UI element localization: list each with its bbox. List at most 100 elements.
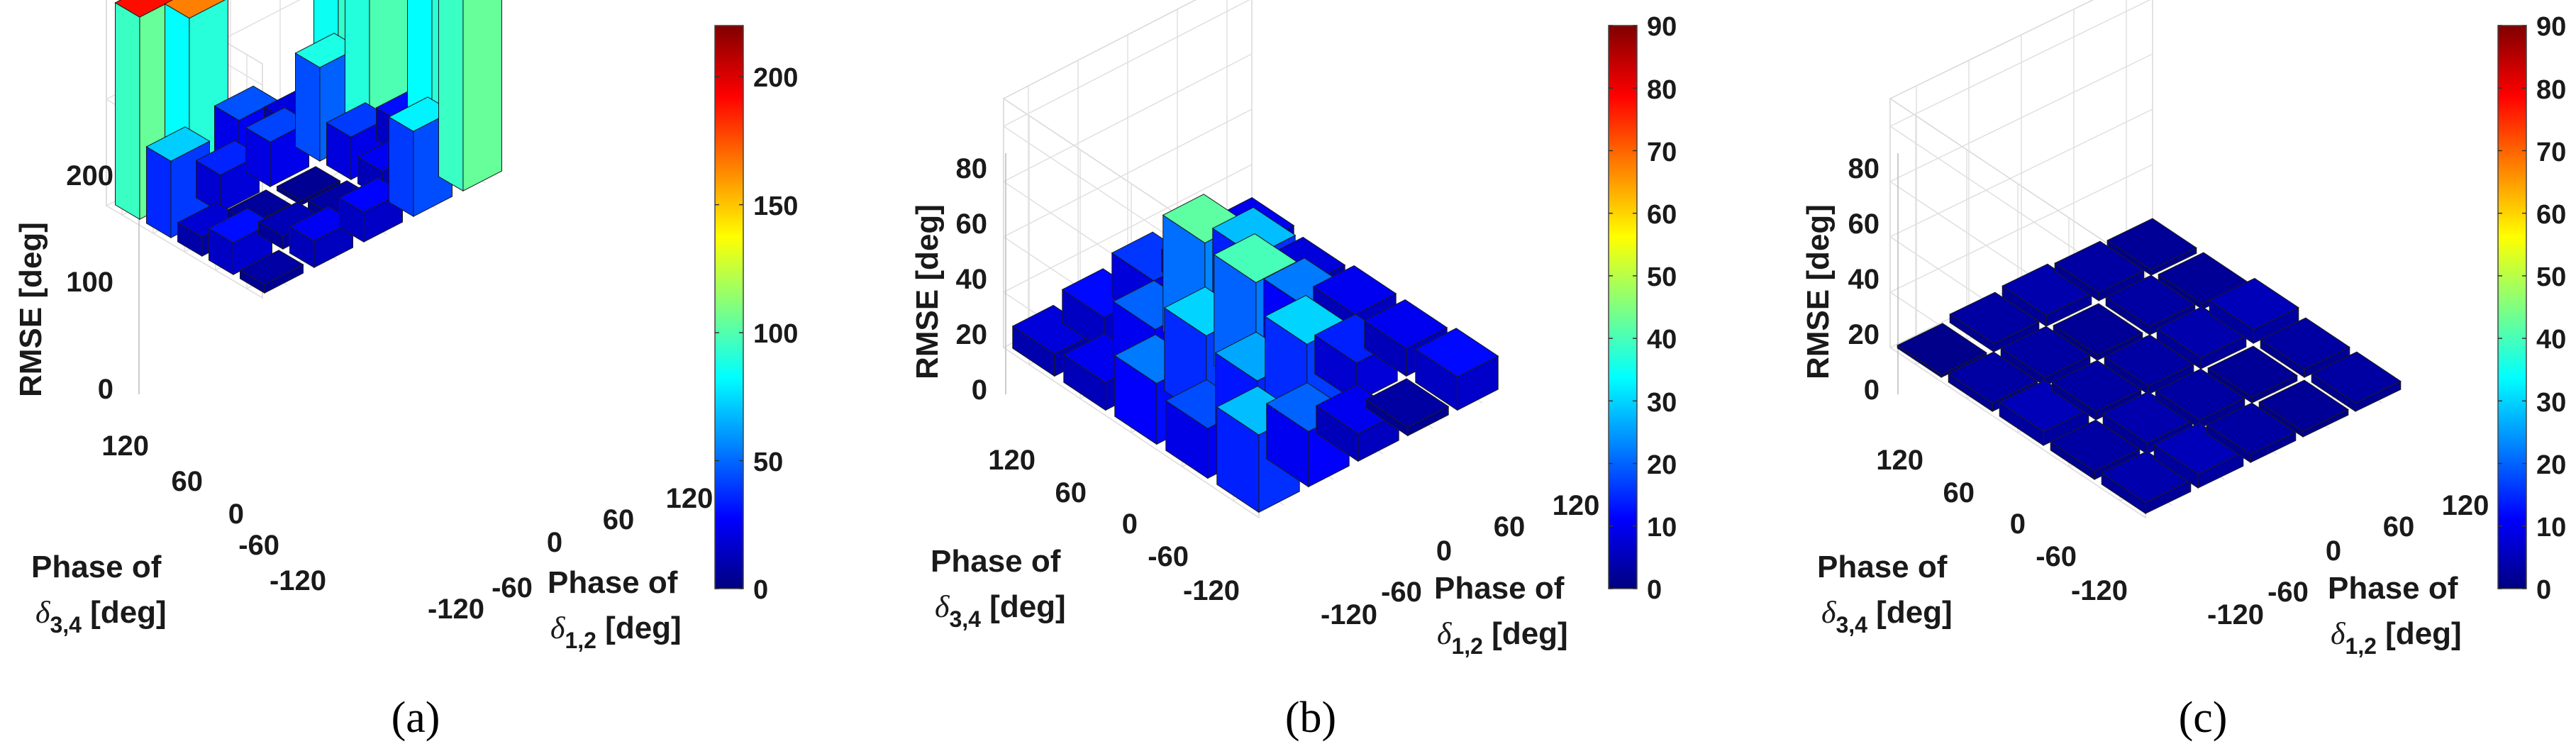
bar--120-0-top	[1999, 379, 2089, 433]
panel-a-xlabel-line1: Phase of	[548, 565, 678, 600]
bar--60-60-top	[2000, 326, 2091, 378]
panel-a-xtick-label: 120	[666, 483, 714, 514]
panel-b-colorbar-ticks	[1609, 25, 1637, 589]
panel-c-colorbar-label: 0	[2536, 575, 2551, 605]
panel-c-ylabel-unit: [deg]	[1867, 595, 1953, 630]
panel-c-colorbar-label: 40	[2536, 325, 2566, 355]
bar-0--60-top	[2155, 368, 2245, 421]
panel-a-ylabel-subscript: 3,4	[50, 612, 82, 638]
panel-a-ylabel-line2: δ3,4 [deg]	[35, 595, 167, 638]
panel-c-ytick-label: 60	[1943, 477, 1975, 508]
panel-b-xlabel: Phase of δ1,2 [deg]	[1434, 571, 1568, 659]
z-grid-line	[1889, 0, 2151, 297]
bar--120-60-top	[1948, 351, 2038, 404]
bar-60--120	[2258, 379, 2349, 438]
bar-120--120-front	[462, 0, 502, 192]
bar-60-60-side	[295, 52, 321, 162]
panel-c-colorbar-label: 80	[2536, 75, 2566, 105]
panel-a-xlabel-line2: δ1,2 [deg]	[550, 611, 682, 653]
panel-c-xlabel-line2: δ1,2 [deg]	[2331, 616, 2462, 659]
panel-b-colorbar-label: 60	[1647, 200, 1677, 230]
panel-c-colorbar-label: 60	[2536, 200, 2566, 230]
bar-0-60	[2053, 303, 2143, 362]
panel-b-bars	[1011, 194, 1499, 513]
bar-0--120-top	[2206, 402, 2297, 455]
panel-c-ylabel-subscript: 3,4	[1836, 612, 1867, 638]
panel-b-xlabel-line2: δ1,2 [deg]	[1437, 616, 1568, 659]
bar-120--120	[438, 0, 502, 192]
panel-c-ztick-label: 0	[1864, 374, 1880, 406]
panel-a-ylabel-delta: δ	[35, 595, 51, 630]
panel-c-ztick-label: 20	[1848, 319, 1880, 350]
bar-120--120-side	[438, 0, 464, 192]
bar--120-120-top	[1011, 304, 1097, 355]
bar--60--120-top	[2153, 422, 2244, 475]
panel-a-xtick-labels: -120 -60 0 60 120	[428, 483, 713, 625]
panel-b-ytick-label: 60	[1055, 477, 1087, 508]
bar--120-60-top	[145, 126, 211, 162]
panel-b-xtick-label: -60	[1381, 577, 1422, 608]
panel-b-ytick-label: 0	[1122, 508, 1138, 540]
bar-60-120	[2054, 240, 2145, 302]
panel-c-xtick-label: -120	[2207, 599, 2264, 630]
panel-a-xlabel-delta: δ	[550, 611, 566, 645]
panel-a-colorbar-label: 50	[753, 448, 783, 477]
panel-b-xlabel-line1: Phase of	[1434, 571, 1565, 606]
panel-b-ztick-label: 0	[972, 374, 987, 406]
panel-c-ytick-label: 0	[2010, 508, 2026, 540]
bar-120--60-top	[2260, 317, 2350, 369]
panel-c-ztick-label: 80	[1848, 153, 1880, 184]
panel-a-ytick-label: -120	[270, 565, 326, 596]
panel-b-colorbar-label: 10	[1647, 513, 1677, 543]
panel-b-ztick-label: 60	[956, 209, 988, 240]
panel-c-colorbar-label: 10	[2536, 513, 2566, 543]
panel-b-colorbar-label: 30	[1647, 388, 1677, 418]
bar-60--120-top	[1365, 378, 1450, 428]
bar-120--120-top	[2311, 351, 2402, 404]
panel-c-ztick-labels: 0 20 40 60 80	[1848, 153, 1880, 406]
bar--60-120-top	[1949, 291, 2040, 344]
panel-c-ytick-label: -120	[2071, 575, 2128, 606]
bar--60-60	[2000, 326, 2091, 387]
panel-b-ztick-label: 40	[956, 264, 988, 295]
panel-b-colorbar-label: 50	[1647, 262, 1677, 292]
panel-c-ytick-label: 120	[1876, 445, 1923, 476]
panel-b-ztick-labels: 0 20 40 60 80	[956, 153, 988, 406]
bar-0-0	[2104, 334, 2194, 396]
panel-a-ylabel-unit: [deg]	[82, 595, 167, 630]
bar-120--120	[1414, 328, 1499, 411]
panel-a-colorbar-labels: 0 50 100 150 200	[753, 63, 798, 605]
panel-a-caption: (a)	[392, 694, 440, 742]
panel-c-colorbar-label: 90	[2536, 12, 2566, 42]
panel-b-colorbar-label: 70	[1647, 138, 1677, 167]
panel-a-zlabel: RMSE [deg]	[13, 222, 48, 397]
bar-120--120	[2311, 351, 2402, 413]
panel-c-colorbar	[2497, 25, 2527, 589]
panel-b: RMSE [deg] 0 20 40 60 80 120 60 0 -60 -1…	[910, 0, 1677, 742]
bar-120-0	[2209, 277, 2299, 345]
bar-120-120-top	[2106, 218, 2197, 270]
panel-b-xtick-label: 0	[1436, 535, 1452, 567]
bar-0-0-top	[2104, 334, 2194, 387]
bar--120--60-top	[2050, 419, 2141, 472]
panel-a: RMSE [deg] 0 100 200 120 60 0 -60 -120 -…	[13, 0, 798, 742]
bar-60-60-top	[1211, 206, 1297, 257]
panel-a-ylabel-line1: Phase of	[31, 550, 162, 584]
panel-c-xtick-label: -60	[2267, 577, 2309, 608]
panel-a-xtick-label: -120	[428, 594, 484, 625]
bar--120--120	[2101, 450, 2192, 515]
bar--120-120-side	[115, 2, 140, 221]
bar--120-60-side	[146, 146, 172, 239]
panel-c-xlabel-delta: δ	[2331, 616, 2346, 651]
panel-b-colorbar-labels: 0 10 20 30 40 50 60 70 80 90	[1647, 12, 1677, 605]
bar--120-0	[1999, 379, 2089, 447]
panel-c-xtick-label: 120	[2442, 490, 2489, 521]
panel-b-colorbar-label: 40	[1647, 325, 1677, 355]
panel-b-ytick-labels: 120 60 0 -60 -120	[988, 445, 1240, 606]
panel-a-ztick-label: 0	[98, 374, 113, 405]
bar-60--120	[1365, 378, 1450, 437]
bar-60--60	[2207, 345, 2298, 404]
panel-c-ytick-labels: 120 60 0 -60 -120	[1876, 445, 2128, 606]
bar-0-0-top	[276, 166, 341, 201]
panel-a-ztick-label: 100	[66, 267, 113, 298]
